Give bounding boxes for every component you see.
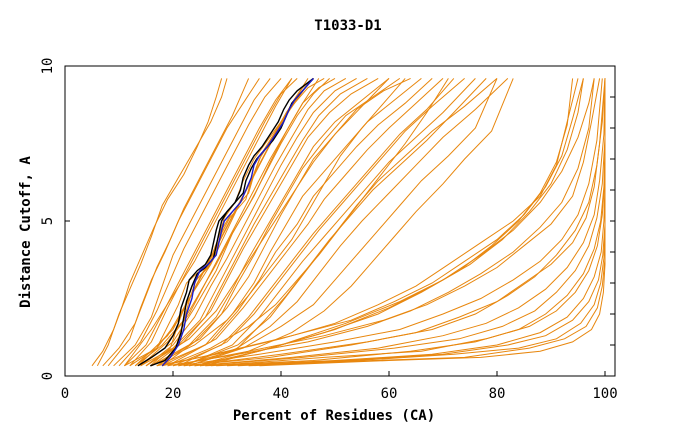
series-line-45 xyxy=(189,78,606,367)
highlight-line-0 xyxy=(137,77,314,367)
series-line-28 xyxy=(189,78,487,367)
x-axis-title: Percent of Residues (CA) xyxy=(233,408,435,424)
series-line-6 xyxy=(107,78,260,367)
x-tick-label: 20 xyxy=(165,386,182,402)
x-tick-label: 100 xyxy=(592,386,617,402)
chart-title: T1033-D1 xyxy=(314,18,381,34)
y-axis: 0 5 10 xyxy=(40,58,615,380)
series-line-37 xyxy=(151,78,406,367)
series-line-16 xyxy=(140,77,357,367)
series-line-56 xyxy=(199,78,584,367)
x-tick-label: 80 xyxy=(489,386,506,402)
y-tick-label: 0 xyxy=(40,372,56,380)
y-tick-label: 5 xyxy=(40,217,56,225)
series-line-52 xyxy=(237,78,606,367)
highlight-layer xyxy=(137,77,314,367)
series-line-36 xyxy=(145,78,390,367)
series-line-33 xyxy=(140,78,320,367)
series-line-9 xyxy=(124,78,293,367)
series-line-26 xyxy=(178,78,465,367)
series-line-18 xyxy=(151,77,379,367)
y-tick-label: 10 xyxy=(40,58,56,75)
series-line-24 xyxy=(167,78,444,367)
series-line-8 xyxy=(118,78,282,367)
series-line-46 xyxy=(194,78,606,367)
x-axis: 0 20 40 60 80 100 xyxy=(61,371,618,402)
series-line-42 xyxy=(172,78,601,367)
series-line-12 xyxy=(129,77,325,367)
series-line-15 xyxy=(145,77,347,367)
highlight-line-2 xyxy=(161,77,314,367)
series-line-7 xyxy=(113,78,271,367)
series-line-4 xyxy=(96,78,228,367)
series-line-19 xyxy=(156,78,390,367)
series-line-47 xyxy=(199,78,606,367)
series-line-30 xyxy=(178,78,509,367)
series-line-35 xyxy=(123,78,293,367)
series-line-10 xyxy=(129,78,298,367)
plot-area xyxy=(91,77,606,367)
y-axis-title: Distance Cutoff, A xyxy=(18,156,34,308)
series-line-31 xyxy=(189,78,498,367)
x-tick-label: 0 xyxy=(61,386,69,402)
series-line-23 xyxy=(161,78,433,367)
x-tick-label: 40 xyxy=(273,386,290,402)
series-line-34 xyxy=(134,78,309,367)
series-line-57 xyxy=(205,78,595,367)
series-layer xyxy=(91,77,606,367)
series-line-43 xyxy=(178,78,603,367)
series-line-32 xyxy=(194,78,514,367)
x-tick-label: 60 xyxy=(381,386,398,402)
series-line-41 xyxy=(167,78,595,367)
series-line-25 xyxy=(172,78,455,367)
series-line-40 xyxy=(162,78,584,367)
series-line-54 xyxy=(259,78,606,367)
series-line-21 xyxy=(151,77,411,367)
series-line-44 xyxy=(183,78,606,367)
series-line-38 xyxy=(167,78,449,367)
